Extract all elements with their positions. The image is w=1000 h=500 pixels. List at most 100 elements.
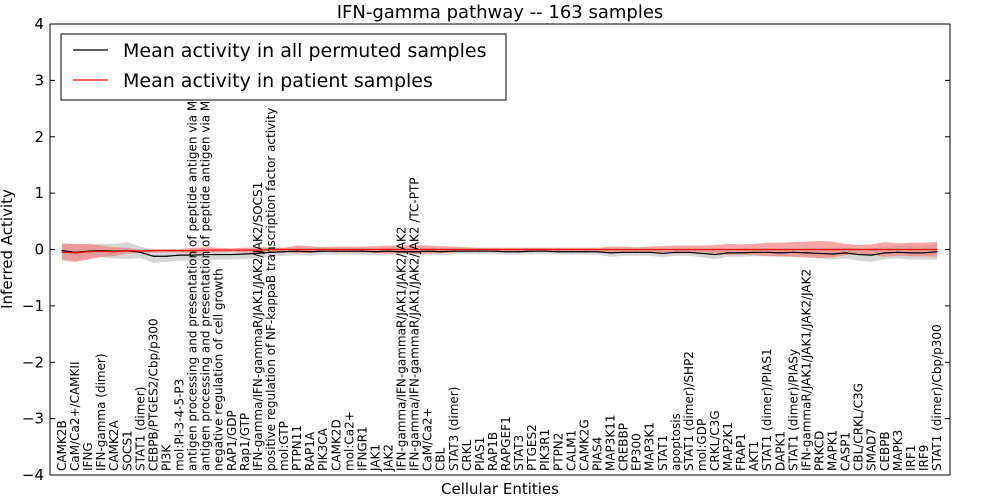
patient-mean-point [766, 248, 768, 251]
patient-mean-point [910, 248, 912, 251]
patient-mean-point [257, 249, 259, 251]
y-tick-label: −2 [22, 353, 44, 371]
y-tick-label: −3 [22, 410, 44, 428]
permuted-mean-point [270, 251, 272, 253]
entity-label: PIK3CA [316, 427, 330, 471]
patient-mean-point [609, 248, 612, 251]
patient-mean-point [387, 248, 390, 251]
patient-mean-point [505, 248, 507, 251]
x-axis-title: Cellular Entities [441, 480, 559, 498]
patient-mean-point [727, 248, 729, 251]
entity-label: RAP1/GDP [225, 410, 239, 471]
entity-label: negative regulation of cell growth [212, 268, 226, 471]
permuted-mean-point [544, 250, 546, 252]
patient-mean-point [844, 248, 847, 251]
patient-mean-point [923, 248, 925, 251]
entity-label: MAP2K1 [721, 422, 735, 471]
patient-mean-point [779, 248, 781, 251]
y-tick-label: 0 [34, 241, 44, 259]
patient-mean-point [231, 249, 233, 251]
entity-label: antigen processing and presentation of p… [186, 42, 200, 471]
permuted-mean-point [492, 250, 494, 252]
permuted-mean-point [805, 252, 808, 254]
permuted-mean-point [583, 251, 585, 253]
entity-label: IFN-gammaR/JAK1/JAK1/JAK2/JAK2 [799, 269, 813, 471]
entity-label: IFN-gamma/IFN-gammaR/JAK1/JAK2/JAK2 [395, 226, 409, 471]
patient-mean-point [871, 248, 873, 251]
patient-mean-point [740, 248, 742, 251]
y-tick-label: 1 [34, 184, 44, 202]
patient-mean-point [283, 248, 285, 251]
patient-mean-point [701, 248, 703, 251]
permuted-mean-point [740, 252, 742, 254]
patient-mean-point [675, 248, 677, 251]
permuted-mean-point [570, 251, 572, 253]
legend: Mean activity in all permuted samples Me… [60, 33, 507, 101]
patient-spread-band [62, 241, 937, 262]
entity-label: CAMK2D [329, 419, 343, 471]
y-tick-label: 4 [34, 15, 44, 33]
patient-mean-point [792, 248, 794, 251]
entity-label: mol:PI-3-4-5-P3 [173, 379, 187, 471]
permuted-mean-point [662, 252, 664, 255]
patient-mean-point [165, 250, 168, 252]
permuted-mean-point [897, 251, 899, 253]
patient-mean-point [570, 248, 572, 251]
entity-label: IFN-gamma/IFN-gammaR/JAK1/JAK2/JAK2 /TC-… [408, 177, 422, 471]
y-tick-label: −4 [22, 466, 44, 484]
permuted-mean-point [296, 250, 298, 252]
legend-box [60, 33, 507, 101]
patient-mean-point [270, 248, 272, 251]
legend-label-permuted: Mean activity in all permuted samples [123, 40, 486, 62]
entity-label: JAK1 [368, 444, 382, 472]
permuted-mean-point [414, 251, 416, 253]
permuted-mean-point [714, 253, 716, 256]
patient-mean-point [518, 248, 520, 251]
entity-label: positive regulation of NF-kappaB transcr… [264, 108, 278, 471]
entity-label: apoptosis [669, 413, 683, 471]
entity-label: PIK3R1 [538, 429, 552, 471]
entity-label: IRF1 [904, 445, 918, 471]
permuted-mean-point [688, 251, 690, 253]
permuted-mean-point [675, 251, 677, 253]
permuted-mean-point [61, 250, 63, 252]
permuted-mean-line [61, 250, 938, 257]
permuted-mean-point [727, 252, 729, 254]
y-tick-label: 3 [34, 71, 44, 89]
entity-label: CBL/CRKL/C3G [852, 383, 866, 471]
entity-label: CEBPB/PTGES2/Cbp/p300 [146, 318, 160, 471]
entity-label: CaM/Ca2+ [421, 407, 435, 471]
permuted-mean-point [701, 252, 703, 255]
patient-mean-point [936, 248, 938, 251]
patient-mean-point [348, 248, 350, 251]
patient-mean-point [884, 248, 886, 251]
patient-mean-point [414, 248, 416, 251]
permuted-mean-point [309, 251, 311, 253]
patient-mean-point [753, 248, 755, 251]
permuted-mean-point [335, 250, 337, 252]
patient-mean-point [622, 248, 625, 251]
patient-mean-point [61, 251, 63, 253]
patient-mean-point [858, 248, 860, 251]
patient-mean-point [152, 250, 155, 252]
entity-label: MAPK3 [891, 430, 905, 471]
patient-mean-point [309, 248, 311, 251]
permuted-mean-point [557, 251, 559, 253]
chart-title: IFN-gamma pathway -- 163 samples [337, 2, 664, 23]
patient-mean-point [636, 248, 638, 251]
entity-label: Rap1/GTP [238, 413, 252, 471]
patient-mean-point [113, 251, 115, 253]
entity-label: CALM1 [564, 430, 578, 471]
patient-mean-point [205, 249, 207, 251]
patient-mean-point [440, 248, 442, 251]
entity-label: antigen processing and presentation of p… [199, 39, 213, 471]
permuted-mean-point [244, 253, 246, 255]
patient-mean-point [296, 248, 298, 251]
entity-label: RAPGEF1 [499, 416, 513, 471]
y-tick-label: 2 [34, 128, 44, 146]
permuted-mean-point [400, 251, 403, 253]
entity-label: STAT3 (dimer) [447, 387, 461, 471]
permuted-mean-point [361, 250, 363, 252]
entity-label: mol:GDP [695, 419, 709, 471]
permuted-mean-point [178, 254, 181, 256]
